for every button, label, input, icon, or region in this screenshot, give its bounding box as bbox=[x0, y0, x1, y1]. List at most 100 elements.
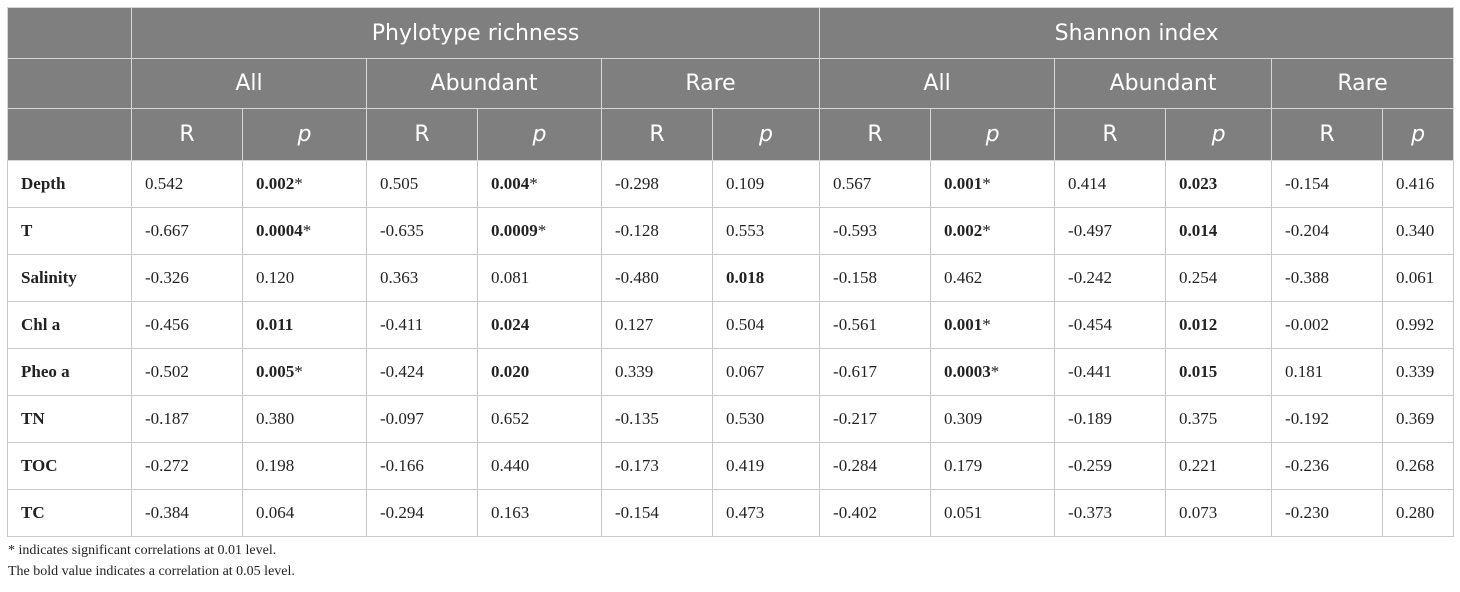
cell-value: -0.242 bbox=[1068, 268, 1112, 287]
table-cell: -0.298 bbox=[601, 160, 713, 208]
table-cell: -0.166 bbox=[366, 442, 478, 490]
table-cell: 0.542 bbox=[131, 160, 243, 208]
cell-value: 0.254 bbox=[1179, 268, 1218, 287]
table-cell: -0.402 bbox=[819, 489, 932, 537]
cell-value: -0.158 bbox=[833, 268, 877, 287]
table-cell: 0.416 bbox=[1382, 160, 1455, 208]
bold-value: 0.005 bbox=[256, 362, 295, 381]
cell-value: -0.454 bbox=[1068, 315, 1112, 334]
cell-value: -0.456 bbox=[145, 315, 189, 334]
cell-value: 0.567 bbox=[833, 174, 872, 193]
cell-value: 0.375 bbox=[1179, 409, 1218, 428]
table-cell: 0.179 bbox=[930, 442, 1056, 490]
bold-value: 0.0004 bbox=[256, 221, 303, 240]
stat-header-p: p bbox=[477, 108, 602, 161]
table-cell: -0.480 bbox=[601, 254, 713, 302]
table-cell: -0.373 bbox=[1054, 489, 1167, 537]
significance-marker: * bbox=[990, 362, 1000, 381]
footnote-bold: The bold value indicates a correlation a… bbox=[8, 564, 295, 579]
table-cell: -0.502 bbox=[131, 348, 243, 396]
table-cell: -0.173 bbox=[601, 442, 713, 490]
significance-marker: * bbox=[294, 174, 303, 193]
cell-value: -0.388 bbox=[1285, 268, 1329, 287]
significance-marker: * bbox=[982, 315, 991, 334]
cell-value: -0.480 bbox=[615, 268, 659, 287]
table-row: TOC -0.272 0.198 -0.166 0.440 -0.173 0.419 -0.2… bbox=[7, 442, 1455, 490]
row-label: Pheo a bbox=[7, 348, 132, 396]
table-cell: 0.005* bbox=[242, 348, 367, 396]
cell-value: 0.127 bbox=[615, 315, 654, 334]
table-cell: 0.268 bbox=[1382, 442, 1455, 490]
row-label: Depth bbox=[7, 160, 132, 208]
table-cell: 0.221 bbox=[1165, 442, 1273, 490]
cell-value: -0.593 bbox=[833, 221, 877, 240]
table-cell: 0.567 bbox=[819, 160, 932, 208]
header-corner-cell bbox=[7, 7, 132, 59]
stat-header-p: p bbox=[930, 108, 1056, 161]
cell-value: -0.154 bbox=[615, 503, 659, 522]
table-cell: 0.081 bbox=[477, 254, 602, 302]
table-cell: 0.339 bbox=[601, 348, 713, 396]
cell-value: -0.441 bbox=[1068, 362, 1112, 381]
significance-marker: * bbox=[302, 221, 312, 240]
table-cell: -0.617 bbox=[819, 348, 932, 396]
stat-header-r: R bbox=[131, 108, 243, 161]
cell-value: -0.635 bbox=[380, 221, 424, 240]
cell-value: -0.217 bbox=[833, 409, 877, 428]
subgroup-header: Abundant bbox=[1054, 58, 1273, 109]
table-cell: 0.011 bbox=[242, 301, 367, 349]
table-cell: 0.163 bbox=[477, 489, 602, 537]
table-cell: -0.154 bbox=[601, 489, 713, 537]
table-cell: 0.0004* bbox=[242, 207, 367, 255]
cell-value: -0.192 bbox=[1285, 409, 1329, 428]
table-cell: -0.456 bbox=[131, 301, 243, 349]
cell-value: 0.505 bbox=[380, 174, 419, 193]
table-cell: 0.064 bbox=[242, 489, 367, 537]
cell-value: -0.411 bbox=[380, 315, 424, 334]
significance-marker: * bbox=[294, 362, 303, 381]
table-cell: 0.014 bbox=[1165, 207, 1273, 255]
cell-value: 0.339 bbox=[1396, 362, 1435, 381]
table-cell: 0.530 bbox=[711, 395, 821, 443]
table-cell: 0.198 bbox=[242, 442, 367, 490]
cell-value: -0.384 bbox=[145, 503, 189, 522]
table-cell: -0.217 bbox=[819, 395, 932, 443]
cell-value: 0.051 bbox=[944, 503, 983, 522]
table-cell: -0.002 bbox=[1271, 301, 1384, 349]
cell-value: -0.236 bbox=[1285, 456, 1329, 475]
stat-header-r: R bbox=[1054, 108, 1167, 161]
table-cell: 0.067 bbox=[711, 348, 821, 396]
table-cell: 0.0003* bbox=[930, 348, 1056, 396]
table-cell: 0.061 bbox=[1382, 254, 1455, 302]
stat-header-p: p bbox=[242, 108, 367, 161]
cell-value: -0.424 bbox=[380, 362, 424, 381]
bold-value: 0.0009 bbox=[491, 221, 538, 240]
subgroup-header: Rare bbox=[1271, 58, 1455, 109]
cell-value: -0.284 bbox=[833, 456, 877, 475]
cell-value: 0.380 bbox=[256, 409, 295, 428]
table-cell: -0.242 bbox=[1054, 254, 1167, 302]
cell-value: -0.187 bbox=[145, 409, 189, 428]
cell-value: 0.163 bbox=[491, 503, 530, 522]
stat-header-p: p bbox=[1382, 108, 1455, 161]
correlation-table: Phylotype richness Shannon index All Abu… bbox=[7, 7, 1455, 537]
table-row: TN -0.187 0.380 -0.097 0.652 -0.135 0.530 -0.21… bbox=[7, 395, 1455, 443]
table-cell: 0.120 bbox=[242, 254, 367, 302]
cell-value: 0.339 bbox=[615, 362, 654, 381]
cell-value: 0.530 bbox=[726, 409, 765, 428]
cell-value: 0.280 bbox=[1396, 503, 1435, 522]
table-cell: 0.652 bbox=[477, 395, 602, 443]
table-cell: -0.097 bbox=[366, 395, 478, 443]
table-cell: -0.259 bbox=[1054, 442, 1167, 490]
table-cell: 0.181 bbox=[1271, 348, 1384, 396]
table-cell: 0.375 bbox=[1165, 395, 1273, 443]
cell-value: -0.402 bbox=[833, 503, 877, 522]
cell-value: -0.497 bbox=[1068, 221, 1112, 240]
table-cell: -0.272 bbox=[131, 442, 243, 490]
table-row: Salinity -0.326 0.120 0.363 0.081 -0.480 0.018… bbox=[7, 254, 1455, 302]
cell-value: 0.414 bbox=[1068, 174, 1107, 193]
cell-value: -0.097 bbox=[380, 409, 424, 428]
cell-value: 0.067 bbox=[726, 362, 765, 381]
significance-marker: * bbox=[537, 221, 547, 240]
cell-value: -0.373 bbox=[1068, 503, 1112, 522]
